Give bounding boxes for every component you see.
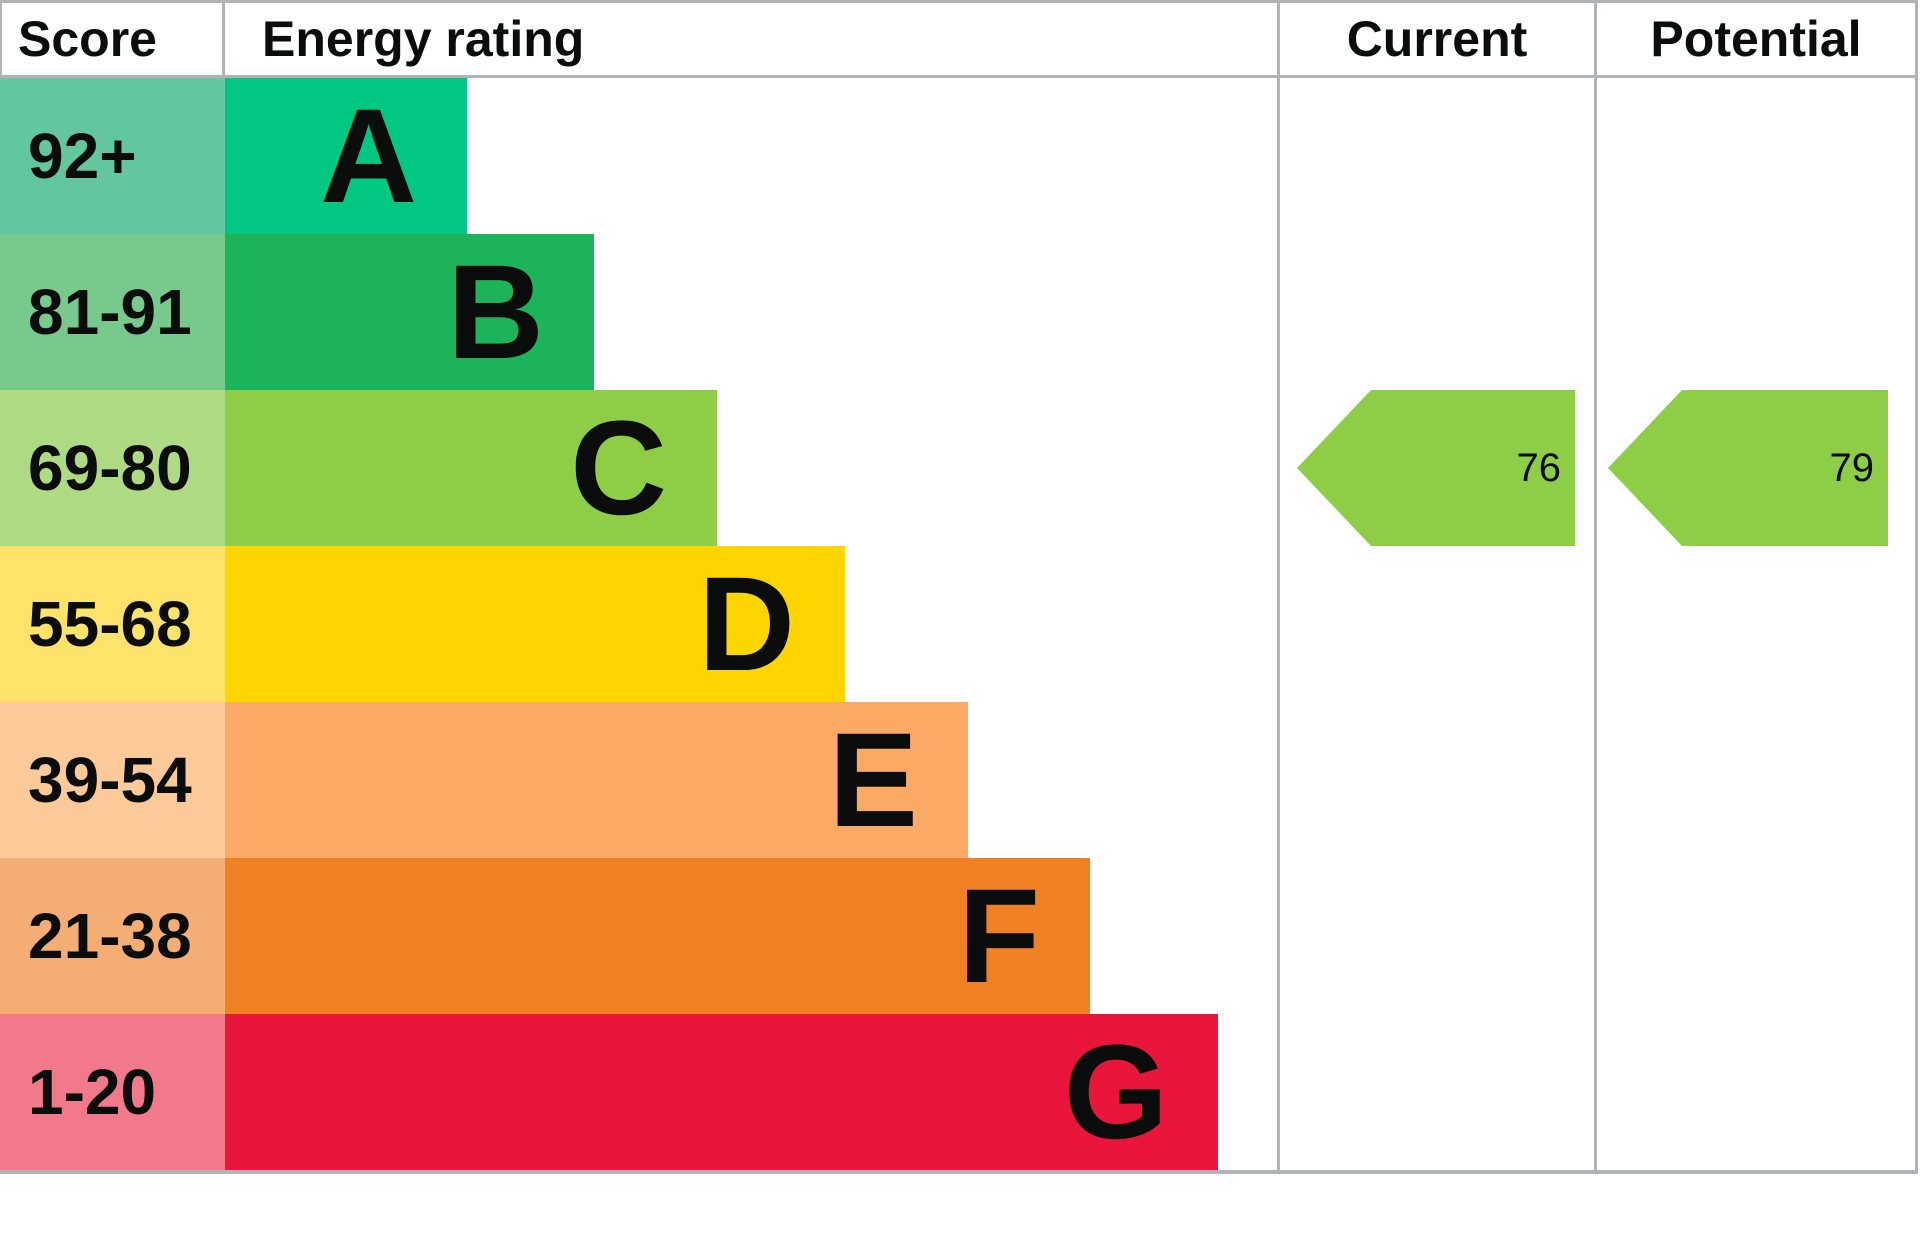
band-letter: B [447, 237, 544, 387]
band-letter: E [828, 705, 918, 855]
band-bar: F [225, 858, 1090, 1014]
band-bar: D [225, 546, 845, 702]
band-score-range: 69-80 [0, 390, 225, 546]
grid-line-top [0, 0, 1918, 3]
band-bar: G [225, 1014, 1218, 1170]
band-score-range: 81-91 [0, 234, 225, 390]
band-letter: D [698, 549, 795, 699]
band-score-range: 21-38 [0, 858, 225, 1014]
energy-rating-column-header: Energy rating [225, 3, 1277, 75]
current-column-header: Current [1280, 3, 1594, 75]
grid-line-bottom [0, 1170, 1918, 1174]
grid-line-left [0, 0, 2, 78]
potential-rating-arrow-icon: 79 [1608, 390, 1888, 546]
band-row: 21-38 F [0, 858, 1277, 1014]
potential-column-header: Potential [1597, 3, 1915, 75]
band-score-range: 55-68 [0, 546, 225, 702]
band-bar: A [225, 78, 467, 234]
band-row: 69-80 C [0, 390, 1277, 546]
current-rating-value: 76 [1516, 445, 1562, 490]
grid-line-header-bottom [0, 75, 1918, 78]
current-rating-arrow-icon: 76 [1297, 390, 1575, 546]
grid-line-score-divider [222, 0, 225, 78]
grid-line-current-potential-divider [1594, 0, 1597, 1174]
band-letter: C [570, 393, 667, 543]
band-score-range: 39-54 [0, 702, 225, 858]
score-column-header: Score [2, 3, 222, 75]
grid-line-right [1915, 0, 1918, 1174]
band-row: 39-54 E [0, 702, 1277, 858]
band-row: 55-68 D [0, 546, 1277, 702]
band-row: 1-20 G [0, 1014, 1277, 1170]
potential-rating-value: 79 [1829, 445, 1875, 490]
band-bar: B [225, 234, 594, 390]
band-letter: G [1063, 1017, 1168, 1167]
grid-line-bars-divider [1277, 0, 1280, 1174]
band-rows-area: 92+ A 81-91 B 69-80 C 55-68 D 39-54 E [0, 78, 1277, 1170]
band-row: 81-91 B [0, 234, 1277, 390]
band-score-range: 92+ [0, 78, 225, 234]
band-letter: F [958, 861, 1040, 1011]
band-bar: C [225, 390, 717, 546]
band-letter: A [320, 81, 417, 231]
band-score-range: 1-20 [0, 1014, 225, 1170]
band-bar: E [225, 702, 968, 858]
band-row: 92+ A [0, 78, 1277, 234]
